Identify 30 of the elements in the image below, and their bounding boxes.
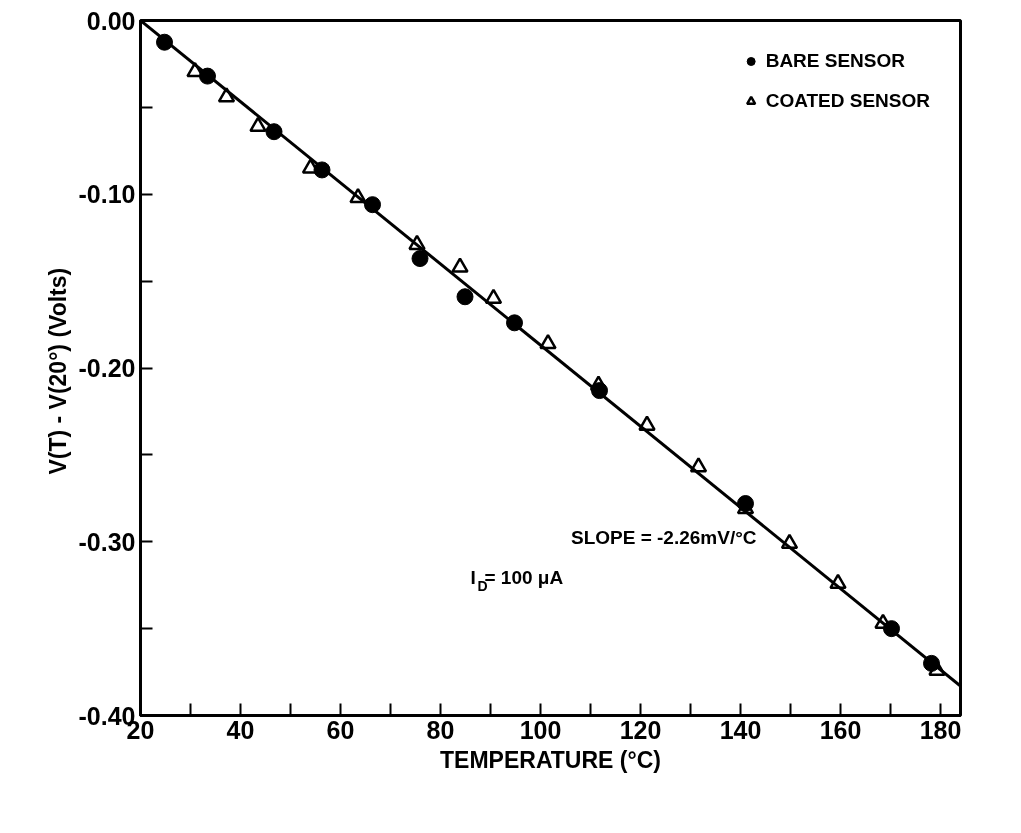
point — [456, 288, 474, 306]
y-tick-label: -0.30 — [78, 527, 136, 556]
y-tick-label: -0.20 — [78, 354, 136, 382]
x-tick-label: 100 — [519, 715, 562, 744]
point — [484, 288, 503, 305]
y-tick-label: -0.10 — [78, 180, 136, 209]
point — [689, 457, 708, 473]
x-tick-label: 140 — [719, 715, 762, 744]
point — [217, 87, 236, 103]
point — [451, 257, 469, 273]
x-tick-label: 80 — [426, 715, 455, 744]
point — [411, 250, 429, 268]
x-axis-title: TEMPERATURE (°C) — [440, 746, 661, 773]
x-tick-label: 160 — [819, 715, 862, 744]
point — [829, 573, 847, 590]
point — [249, 116, 267, 133]
annotation: SLOPE = -2.26mV/°C — [570, 527, 757, 549]
point — [638, 415, 656, 431]
x-tick-label: 120 — [619, 715, 662, 744]
x-tick-label: 180 — [919, 715, 962, 744]
x-tick-label: 60 — [326, 715, 355, 744]
point — [408, 234, 426, 251]
y-axis-title: V(T) - V(20°) (Volts) — [44, 267, 71, 475]
y-tick-label: 0.00 — [86, 6, 136, 35]
point — [349, 187, 367, 204]
point — [539, 333, 557, 350]
legend-label: COATED SENSOR — [765, 90, 930, 112]
point — [780, 533, 799, 550]
legend-label: BARE SENSOR — [765, 50, 906, 72]
x-tick-label: 40 — [226, 715, 255, 744]
